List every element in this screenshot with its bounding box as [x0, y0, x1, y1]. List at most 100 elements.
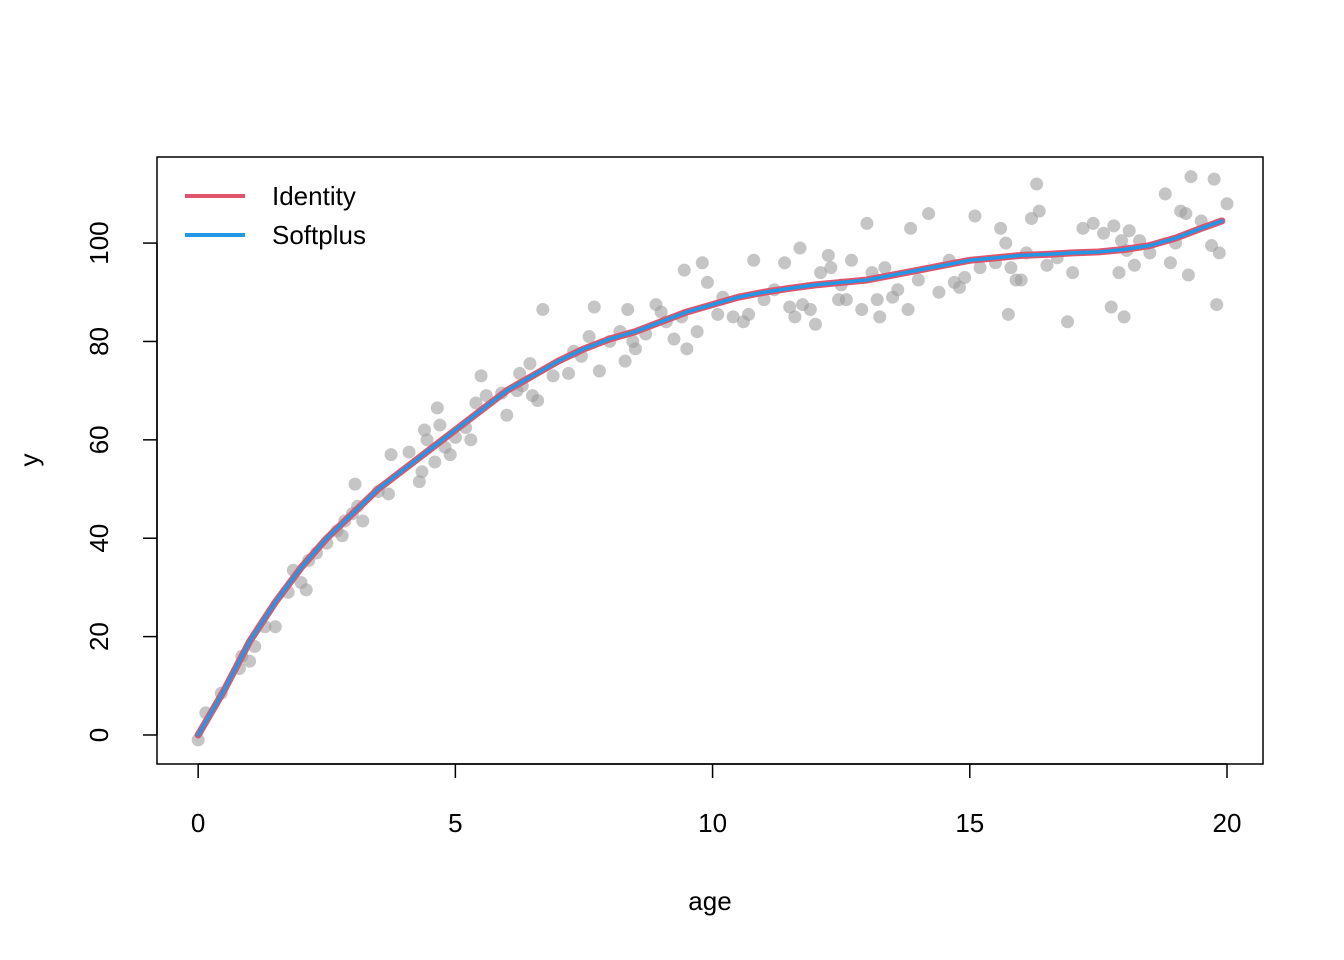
data-point	[469, 396, 483, 410]
y-tick-label: 20	[84, 622, 114, 651]
x-tick-label: 0	[191, 808, 205, 838]
data-point	[711, 307, 725, 321]
data-point	[618, 354, 632, 368]
legend-label-identity: Identity	[272, 181, 356, 211]
data-point	[677, 263, 691, 277]
data-point	[536, 302, 550, 316]
data-point	[1179, 207, 1193, 221]
data-point	[412, 475, 426, 489]
x-axis-title: age	[688, 886, 731, 916]
data-point	[582, 330, 596, 344]
data-point	[742, 307, 756, 321]
data-point	[348, 477, 362, 491]
data-point	[1163, 256, 1177, 270]
legend-label-softplus: Softplus	[272, 220, 366, 250]
data-point	[1066, 266, 1080, 280]
data-point	[911, 273, 925, 287]
data-point	[430, 401, 444, 415]
data-point	[299, 583, 313, 597]
data-point	[402, 445, 416, 459]
data-point	[654, 305, 668, 319]
data-point	[803, 302, 817, 316]
fitted-lines	[194, 217, 1226, 739]
x-tick-label: 10	[698, 808, 727, 838]
data-point	[844, 253, 858, 267]
data-point	[433, 418, 447, 432]
data-point	[474, 369, 488, 383]
data-point	[891, 283, 905, 297]
data-point	[814, 266, 828, 280]
data-point	[420, 433, 434, 447]
data-point	[381, 487, 395, 501]
data-point	[191, 733, 205, 747]
y-axis-title: y	[14, 454, 44, 467]
data-point	[1122, 224, 1136, 238]
data-point	[1184, 170, 1198, 184]
data-point	[335, 529, 349, 543]
data-point	[700, 275, 714, 289]
data-point	[932, 285, 946, 299]
data-point	[1004, 261, 1018, 275]
data-point	[1107, 219, 1121, 233]
data-point	[1001, 307, 1015, 321]
data-point	[855, 302, 869, 316]
data-point	[384, 448, 398, 462]
data-point	[592, 364, 606, 378]
data-point	[999, 236, 1013, 250]
series-line-identity	[194, 217, 1226, 739]
data-point	[747, 253, 761, 267]
data-point	[839, 293, 853, 307]
data-point	[428, 455, 442, 469]
data-point	[793, 241, 807, 255]
data-point	[523, 357, 537, 371]
data-point	[952, 280, 966, 294]
data-point	[628, 342, 642, 356]
y-tick-label: 60	[84, 425, 114, 454]
data-point	[1030, 177, 1044, 191]
data-point	[443, 448, 457, 462]
data-point	[587, 300, 601, 314]
scatter-points	[191, 170, 1234, 747]
x-tick-label: 5	[448, 808, 462, 838]
data-point	[824, 261, 838, 275]
data-point	[1061, 315, 1075, 329]
x-axis: 0 5 10 15 20	[191, 763, 1241, 838]
data-point	[513, 366, 527, 380]
data-point	[1115, 234, 1129, 248]
data-point	[726, 310, 740, 324]
data-point	[1181, 268, 1195, 282]
data-point	[973, 261, 987, 275]
data-point	[695, 256, 709, 270]
data-point	[1158, 187, 1172, 201]
data-point	[860, 216, 874, 230]
data-point	[778, 256, 792, 270]
data-point	[415, 465, 429, 479]
data-point	[1086, 216, 1100, 230]
data-point	[531, 393, 545, 407]
data-point	[788, 310, 802, 324]
data-point	[680, 342, 694, 356]
y-tick-label: 80	[84, 327, 114, 356]
data-point	[667, 332, 681, 346]
series-line-softplus	[196, 219, 1224, 737]
data-point	[690, 325, 704, 339]
y-axis: 0 20 40 60 80 100	[84, 221, 158, 742]
data-point	[808, 317, 822, 331]
data-point	[878, 261, 892, 275]
data-point	[1117, 310, 1131, 324]
data-point	[904, 221, 918, 235]
data-point	[268, 620, 282, 634]
data-point	[958, 271, 972, 285]
data-point	[356, 514, 370, 528]
data-point	[1104, 300, 1118, 314]
data-point	[621, 302, 635, 316]
data-point	[1097, 226, 1111, 240]
data-point	[968, 209, 982, 223]
y-tick-label: 40	[84, 524, 114, 553]
data-point	[1076, 221, 1090, 235]
data-point	[1212, 246, 1226, 260]
data-point	[1210, 298, 1224, 312]
data-point	[418, 423, 431, 437]
y-tick-label: 100	[84, 221, 114, 264]
data-point	[870, 293, 884, 307]
